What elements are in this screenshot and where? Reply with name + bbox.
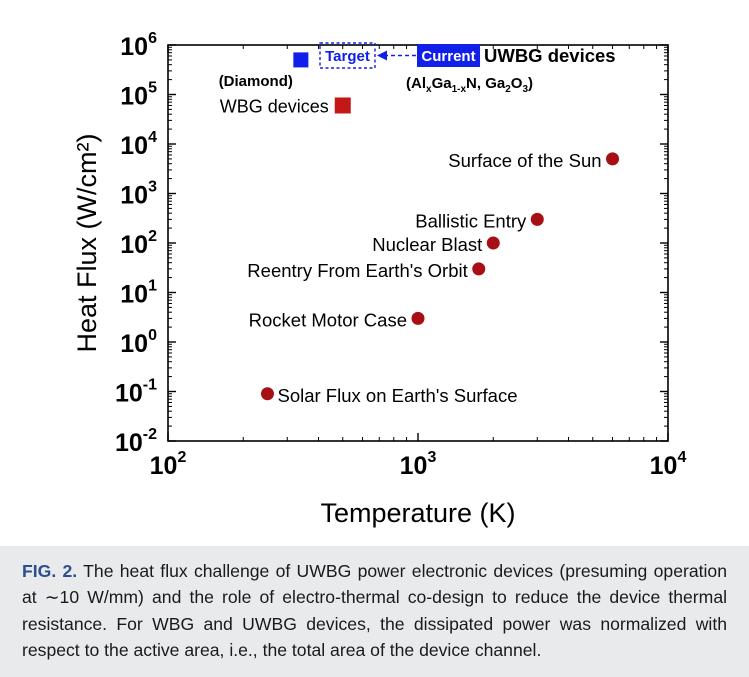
data-point-circle [260,387,274,401]
y-tick-exponent: 4 [148,129,157,146]
data-point-label: (Diamond) [219,73,293,90]
y-tick-base: 10 [120,281,148,309]
materials-subscript: 2 [505,84,511,95]
caption-text-part1: The heat flux challenge of UWBG power el… [22,561,727,607]
x-tick-base: 10 [650,452,678,480]
x-tick-exponent: 3 [427,449,436,466]
materials-text: N, Ga [466,75,506,92]
x-tick-exponent: 2 [177,449,186,466]
data-point-label: Rocket Motor Case [249,309,407,330]
x-tick-label: 103 [400,449,437,480]
y-tick-exponent: 0 [148,327,157,344]
y-tick-base: 10 [120,231,148,259]
y-axis-title: Heat Flux (W/cm²) [72,134,102,353]
y-tick-exponent: -2 [143,426,157,443]
y-tick-exponent: -1 [143,377,157,394]
y-tick-label: 10-1 [115,377,157,408]
uwbg-materials-label: (AlxGa1-xN, Ga2O3) [406,75,533,95]
chart-area: 10-2 10-1 100 101 102 103 104 105 106 102 103 104 Te… [72,30,687,528]
y-tick-label: 106 [120,30,157,61]
data-point-circle [472,262,486,276]
y-tick-label: 103 [120,179,157,210]
data-point-circle [411,311,425,325]
materials-text: ) [528,75,533,92]
y-tick-label: 101 [120,278,157,309]
target-box [319,42,376,69]
x-tick-label: 102 [150,449,187,480]
data-point-label: Ballistic Entry [415,210,527,231]
y-tick-exponent: 6 [148,30,157,47]
y-tick-label: 102 [120,228,157,259]
x-tick-base: 10 [150,452,178,480]
y-tick-exponent: 1 [148,278,157,295]
y-tick-base: 10 [120,83,148,111]
y-tick-exponent: 5 [148,80,157,97]
y-tick-exponent: 2 [148,228,157,245]
y-tick-label: 10-2 [115,426,157,457]
y-tick-base: 10 [115,380,143,408]
uwbg-devices-label: UWBG devices [484,45,616,66]
materials-subscript: 1-x [452,84,467,95]
figure-label: FIG. 2. [22,561,78,581]
caption-text-part2: 10 W/mm) and the role of electro-thermal… [22,587,728,660]
y-tick-base: 10 [115,429,143,457]
current-label: Current [421,48,475,65]
target-arrowhead [377,50,387,61]
data-point-label: Nuclear Blast [372,234,482,255]
data-point-square [334,97,351,114]
y-tick-base: 10 [120,132,148,160]
x-tick-label: 104 [650,449,687,480]
data-point-circle [606,152,620,166]
y-tick-label: 104 [120,129,157,160]
x-tick-exponent: 4 [677,449,686,466]
y-tick-exponent: 3 [148,179,157,196]
materials-text: Ga [432,75,453,92]
materials-text: O [511,75,523,92]
y-tick-label: 105 [120,80,157,111]
x-tick-base: 10 [400,452,428,480]
data-point-label: Reentry From Earth's Orbit [247,260,467,281]
materials-text: (Al [406,75,426,92]
y-tick-base: 10 [120,330,148,358]
materials-subscript: 3 [522,84,528,95]
y-tick-label: 100 [120,327,157,358]
data-point-circle [530,212,544,226]
current-box [417,44,480,67]
y-tick-base: 10 [120,182,148,210]
data-point-circle [486,236,500,250]
data-point-label: Surface of the Sun [448,150,601,171]
materials-subscript: x [426,84,432,95]
data-point-label: Solar Flux on Earth's Surface [277,385,517,406]
y-tick-base: 10 [120,33,148,61]
data-point-label: WBG devices [220,96,329,116]
x-axis-title: Temperature (K) [320,498,515,528]
caption-tilde: ∼ [44,588,60,608]
data-point-square [293,52,309,68]
target-label: Target [325,48,370,65]
figure-caption: FIG. 2. The heat flux challenge of UWBG … [0,546,749,677]
